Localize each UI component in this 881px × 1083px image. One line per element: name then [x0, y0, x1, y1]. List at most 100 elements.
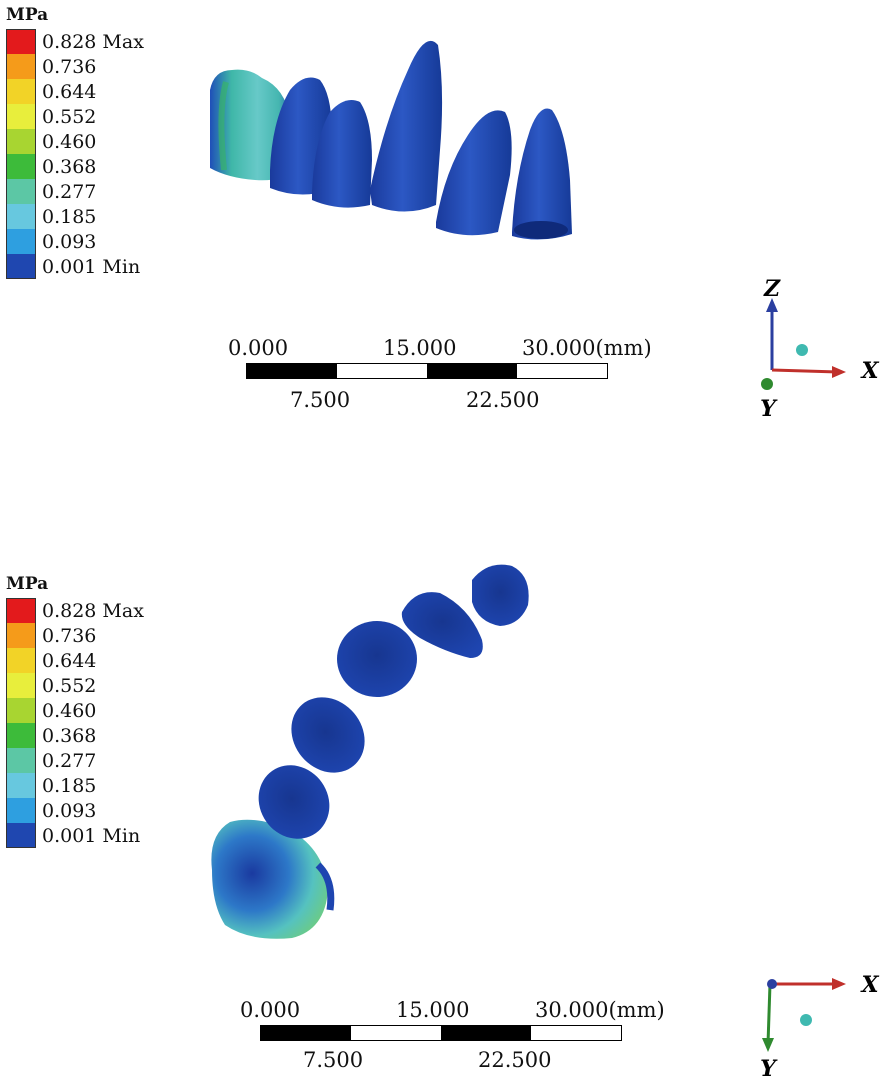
legend-swatch [6, 179, 36, 204]
legend-entry: 0.460 [6, 698, 96, 723]
legend-unit: MPa [6, 574, 49, 594]
legend-label: 0.093 [42, 800, 97, 822]
legend-entry: 0.552 [6, 673, 96, 698]
legend-unit: MPa [6, 5, 49, 25]
legend-entry: 0.460 [6, 129, 96, 154]
legend-entry: 0.185 [6, 773, 96, 798]
scale-label-0: 0.000 [228, 336, 289, 360]
legend-entry: 0.093 [6, 229, 96, 254]
axis-triad-bottom: X Y [760, 972, 879, 1082]
tooth-6 [472, 564, 529, 626]
scale-label-0: 0.000 [240, 998, 301, 1022]
legend-label: 0.185 [42, 206, 97, 228]
legend-rows: 0.828 Max 0.736 0.644 0.552 0.460 0.368 0.277 0… [6, 29, 144, 279]
legend-swatch [6, 673, 36, 698]
legend-swatch [6, 54, 36, 79]
legend-swatch [6, 748, 36, 773]
scale-bar-segments [260, 1025, 622, 1041]
legend-entry: 0.828 Max [6, 598, 144, 623]
legend-swatch [6, 598, 36, 623]
legend-entry: 0.736 [6, 54, 96, 79]
scale-label-7-5: 7.500 [303, 1048, 364, 1072]
legend-entry: 0.644 [6, 648, 96, 673]
legend-entry: 0.368 [6, 154, 96, 179]
legend-label: 0.185 [42, 775, 97, 797]
legend-swatch [6, 648, 36, 673]
tooth-2 [258, 765, 330, 839]
legend-swatch [6, 104, 36, 129]
legend-label: 0.644 [42, 81, 97, 103]
tooth-model-side-view [210, 40, 572, 240]
panel-side-view: MPa 0.828 Max 0.736 0.644 0.552 0.460 0.368 0.… [0, 0, 881, 520]
legend-label: 0.460 [42, 700, 97, 722]
legend-entry: 0.736 [6, 623, 96, 648]
legend-entry: 0.828 Max [6, 29, 144, 54]
legend-label: 0.001 Min [42, 256, 141, 278]
legend-label: 0.277 [42, 750, 97, 772]
legend-entry: 0.001 Min [6, 254, 140, 279]
axis-label-y: Y [760, 1056, 778, 1082]
legend-label: 0.093 [42, 231, 97, 253]
legend-entry: 0.093 [6, 798, 96, 823]
tooth-1-edge [218, 81, 229, 171]
legend-swatch [6, 204, 36, 229]
axis-label-z: Z [763, 276, 781, 302]
tooth-6-base [514, 221, 568, 239]
legend-label: 0.828 Max [42, 31, 144, 53]
tooth-3 [291, 697, 365, 773]
tooth-6 [512, 108, 572, 240]
legend-entry: 0.277 [6, 179, 96, 204]
legend-swatch [6, 823, 36, 848]
tooth-model-occlusal-view [211, 564, 529, 939]
tooth-1-stressed [211, 819, 328, 939]
legend-label: 0.828 Max [42, 600, 144, 622]
legend-label: 0.277 [42, 181, 97, 203]
legend-label: 0.644 [42, 650, 97, 672]
legend-swatch [6, 229, 36, 254]
legend-entry: 0.185 [6, 204, 96, 229]
scale-label-30: 30.000(mm) [535, 998, 665, 1022]
tooth-5 [436, 110, 512, 236]
axis-triad-top: Z X Y [760, 276, 879, 420]
axis-label-y: Y [760, 396, 778, 420]
scale-label-22-5: 22.500 [478, 1048, 552, 1072]
tooth-3 [312, 99, 372, 208]
legend-swatch [6, 254, 36, 279]
tooth-5 [401, 592, 483, 658]
axis-label-x: X [859, 972, 879, 998]
legend-swatch [6, 129, 36, 154]
legend-swatch [6, 723, 36, 748]
stress-legend-top: MPa 0.828 Max 0.736 0.644 0.552 0.460 0.368 0.… [6, 5, 144, 279]
legend-swatch [6, 698, 36, 723]
legend-swatch [6, 798, 36, 823]
scale-label-15: 15.000 [383, 336, 457, 360]
tooth-4 [370, 40, 443, 212]
legend-label: 0.552 [42, 675, 97, 697]
legend-entry: 0.644 [6, 79, 96, 104]
legend-label: 0.368 [42, 156, 97, 178]
tooth-1-edge [315, 862, 335, 911]
axis-label-x: X [859, 358, 879, 384]
legend-swatch [6, 773, 36, 798]
stress-legend-bottom: MPa 0.828 Max 0.736 0.644 0.552 0.460 0.368 0.… [6, 574, 144, 848]
legend-label: 0.368 [42, 725, 97, 747]
legend-label: 0.736 [42, 625, 97, 647]
legend-swatch [6, 79, 36, 104]
panel-occlusal-view: MPa 0.828 Max 0.736 0.644 0.552 0.460 0.368 0.… [0, 560, 881, 1082]
scale-label-30: 30.000(mm) [522, 336, 652, 360]
legend-swatch [6, 623, 36, 648]
legend-label: 0.001 Min [42, 825, 141, 847]
tooth-4 [337, 621, 417, 697]
legend-swatch [6, 154, 36, 179]
legend-label: 0.736 [42, 56, 97, 78]
legend-rows: 0.828 Max 0.736 0.644 0.552 0.460 0.368 0.277 0… [6, 598, 144, 848]
scale-bar-segments [246, 363, 608, 379]
legend-label: 0.552 [42, 106, 97, 128]
scale-label-22-5: 22.500 [466, 388, 540, 412]
legend-entry: 0.368 [6, 723, 96, 748]
scale-label-15: 15.000 [396, 998, 470, 1022]
scale-label-7-5: 7.500 [290, 388, 351, 412]
legend-entry: 0.552 [6, 104, 96, 129]
legend-swatch [6, 29, 36, 54]
legend-entry: 0.277 [6, 748, 96, 773]
